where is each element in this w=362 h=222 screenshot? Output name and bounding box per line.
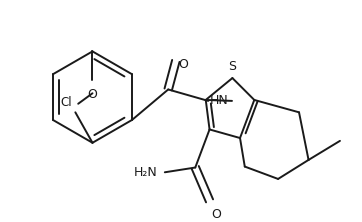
Text: O: O — [211, 208, 221, 222]
Text: HN: HN — [210, 94, 229, 107]
Text: O: O — [179, 58, 189, 71]
Text: H₂N: H₂N — [134, 166, 157, 179]
Text: O: O — [88, 87, 97, 101]
Text: Cl: Cl — [61, 97, 72, 109]
Text: S: S — [228, 60, 236, 73]
